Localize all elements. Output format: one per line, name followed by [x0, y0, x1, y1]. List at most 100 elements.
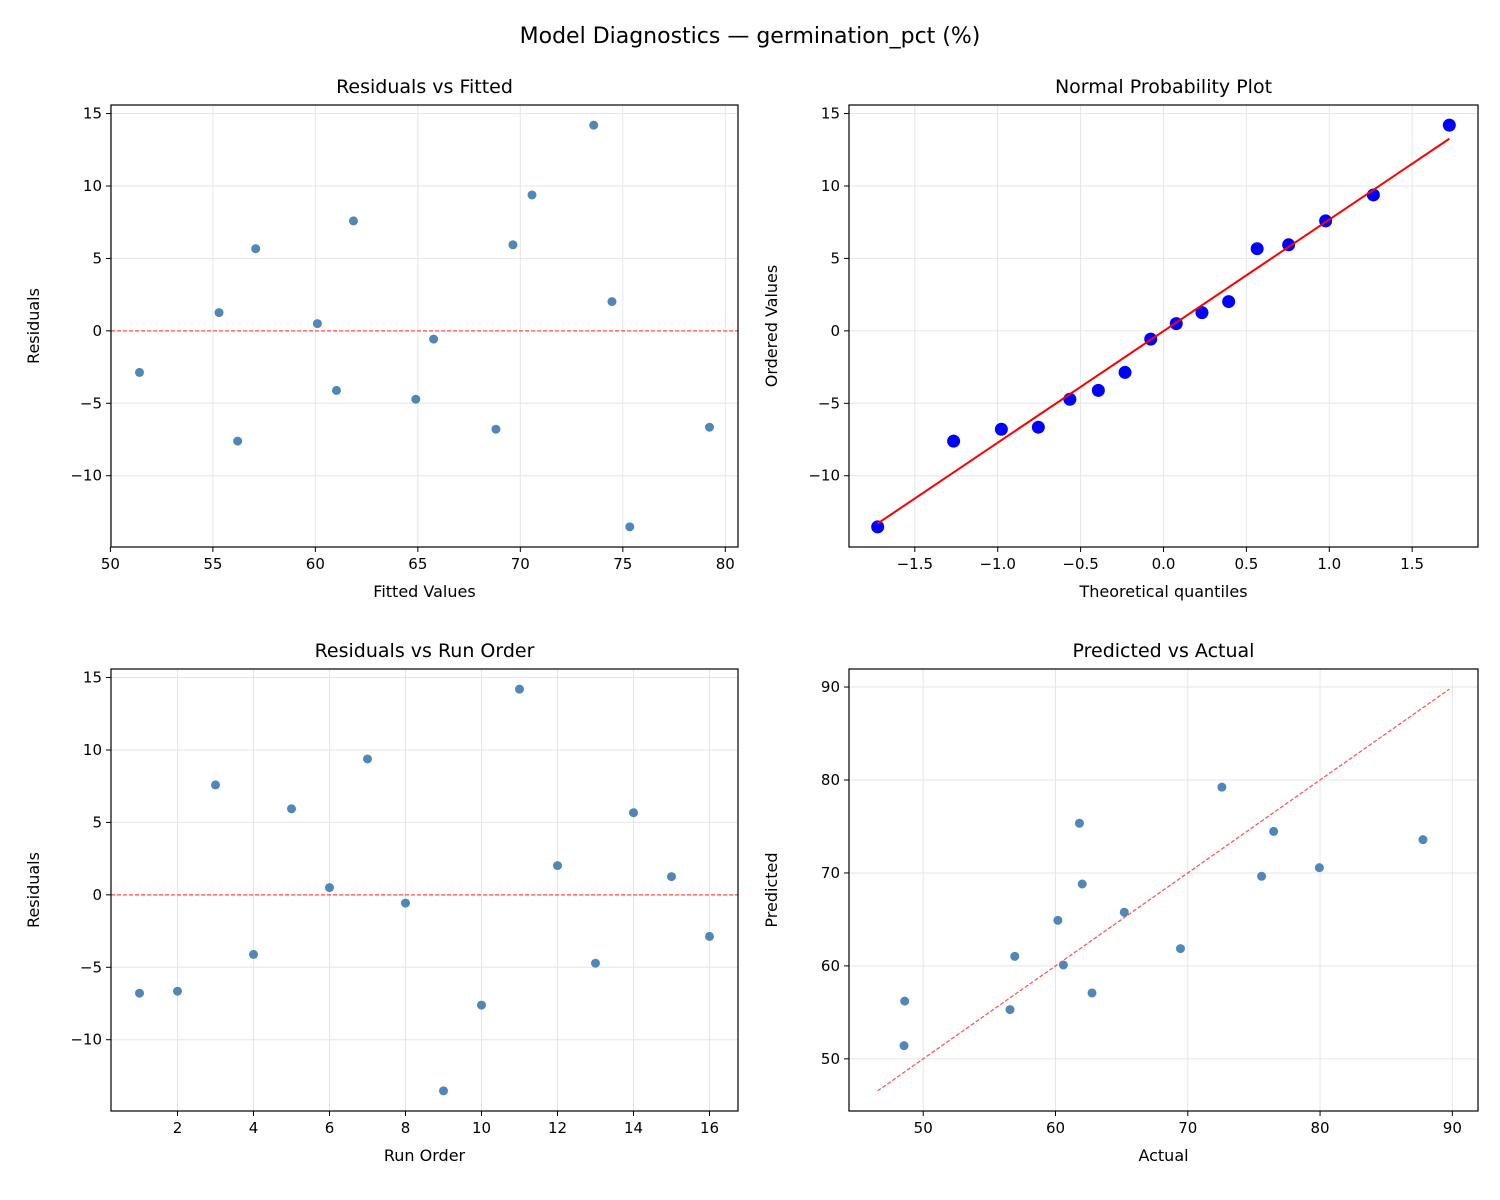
y-tick-label: 15	[83, 669, 102, 687]
axes-frame	[110, 104, 739, 548]
x-tick-label: 1.0	[1317, 555, 1341, 573]
data-point	[287, 804, 296, 814]
data-point	[947, 434, 961, 448]
data-point	[625, 522, 635, 532]
x-tick-label: 6	[325, 1119, 335, 1137]
data-point	[331, 385, 341, 395]
data-point	[134, 367, 144, 377]
subplot-title: Predicted vs Actual	[1073, 640, 1255, 662]
data-point	[591, 958, 600, 968]
y-tick-label: −5	[80, 958, 102, 976]
residuals-vs-fitted-panel: 50 55 60 65 70 75 80 −10 −5 0 5 10 15 Residuals vs Fi…	[24, 76, 739, 601]
data-point	[1058, 960, 1068, 970]
y-tick-label: −10	[808, 467, 840, 485]
y-tick-label: 15	[821, 105, 840, 123]
y-tick-label: 0	[92, 886, 102, 904]
data-point	[312, 319, 322, 329]
x-tick-label: 50	[914, 1119, 933, 1137]
axes-frame	[848, 668, 1479, 1112]
axes-frame	[110, 668, 739, 1112]
x-axis-label: Fitted Values	[373, 582, 475, 601]
x-tick-label: 55	[203, 555, 222, 573]
data-point	[135, 988, 144, 998]
data-point	[1118, 365, 1132, 379]
data-point	[994, 422, 1008, 436]
x-tick-label: 75	[613, 555, 632, 573]
data-point	[1175, 944, 1185, 954]
y-tick-label: 60	[821, 957, 840, 975]
y-tick-label: 10	[821, 177, 840, 195]
data-point	[249, 949, 258, 959]
x-tick-label: 60	[306, 555, 325, 573]
x-tick-label: −1.5	[897, 555, 933, 573]
data-point	[705, 931, 714, 941]
data-point	[1010, 951, 1020, 961]
y-tick-label: 90	[821, 678, 840, 696]
data-point	[1077, 879, 1087, 889]
data-point	[871, 520, 885, 534]
data-point	[629, 808, 638, 818]
x-tick-label: 70	[1178, 1119, 1197, 1137]
data-point	[705, 422, 715, 432]
data-point	[211, 780, 220, 790]
x-tick-label: 90	[1443, 1119, 1462, 1137]
data-point	[1195, 306, 1209, 320]
subplot-title: Residuals vs Run Order	[315, 640, 535, 662]
y-tick-label: 10	[83, 177, 102, 195]
normal-probability-panel: −1.5 −1.0 −0.5 0.0 0.5 1.0 1.5 −10 −5 0 5 10 15 Norma…	[762, 76, 1479, 601]
data-point	[1074, 818, 1084, 828]
x-tick-label: 10	[472, 1119, 491, 1137]
data-point	[1314, 863, 1324, 873]
data-point	[477, 1000, 486, 1010]
data-point	[439, 1086, 448, 1096]
y-axis-label: Residuals	[24, 852, 43, 928]
y-tick-label: −10	[70, 467, 102, 485]
x-tick-label: 1.5	[1400, 555, 1424, 573]
x-tick-label: 4	[249, 1119, 259, 1137]
y-tick-label: 0	[830, 322, 840, 340]
data-point	[1442, 118, 1456, 132]
axes-frame	[848, 104, 1479, 548]
x-tick-label: 80	[1311, 1119, 1330, 1137]
data-point	[589, 120, 599, 130]
data-point	[553, 861, 562, 871]
data-point	[401, 898, 410, 908]
x-tick-label: 2	[173, 1119, 183, 1137]
y-tick-label: 10	[83, 741, 102, 759]
x-tick-label: 0.0	[1152, 555, 1176, 573]
y-tick-label: 70	[821, 864, 840, 882]
y-tick-label: 5	[92, 249, 102, 267]
data-point	[1250, 242, 1264, 256]
data-point	[348, 216, 358, 226]
y-tick-label: 0	[92, 322, 102, 340]
x-axis-label: Theoretical quantiles	[1078, 582, 1247, 601]
x-tick-label: 60	[1046, 1119, 1065, 1137]
data-point	[1091, 383, 1105, 397]
data-point	[1217, 782, 1227, 792]
data-point	[1418, 835, 1428, 845]
data-point	[429, 334, 439, 344]
subplot-title: Normal Probability Plot	[1055, 76, 1272, 98]
predicted-vs-actual-panel: 50 60 70 80 90 50 60 70 80 90 Predicted vs Actual A…	[762, 640, 1479, 1165]
data-point	[491, 424, 501, 434]
y-tick-label: −10	[70, 1031, 102, 1049]
x-tick-label: 80	[716, 555, 735, 573]
data-point	[899, 1041, 909, 1051]
x-axis-label: Run Order	[384, 1146, 466, 1165]
fit-line	[877, 137, 1450, 525]
data-point	[900, 996, 910, 1006]
data-point	[1257, 871, 1267, 881]
x-tick-label: 50	[101, 555, 120, 573]
data-point	[411, 394, 421, 404]
data-point	[1269, 826, 1279, 836]
y-tick-label: −5	[818, 394, 840, 412]
subplot-title: Residuals vs Fitted	[336, 76, 513, 98]
x-tick-label: −0.5	[1062, 555, 1098, 573]
data-point	[173, 986, 182, 996]
y-axis-label: Ordered Values	[762, 265, 781, 387]
x-tick-label: −1.0	[979, 555, 1015, 573]
data-point	[251, 244, 261, 254]
x-tick-label: 16	[700, 1119, 719, 1137]
residuals-vs-run-order-panel: 2 4 6 8 10 12 14 16 −10 −5 0 5 10 15 Residuals vs Run …	[24, 640, 739, 1165]
